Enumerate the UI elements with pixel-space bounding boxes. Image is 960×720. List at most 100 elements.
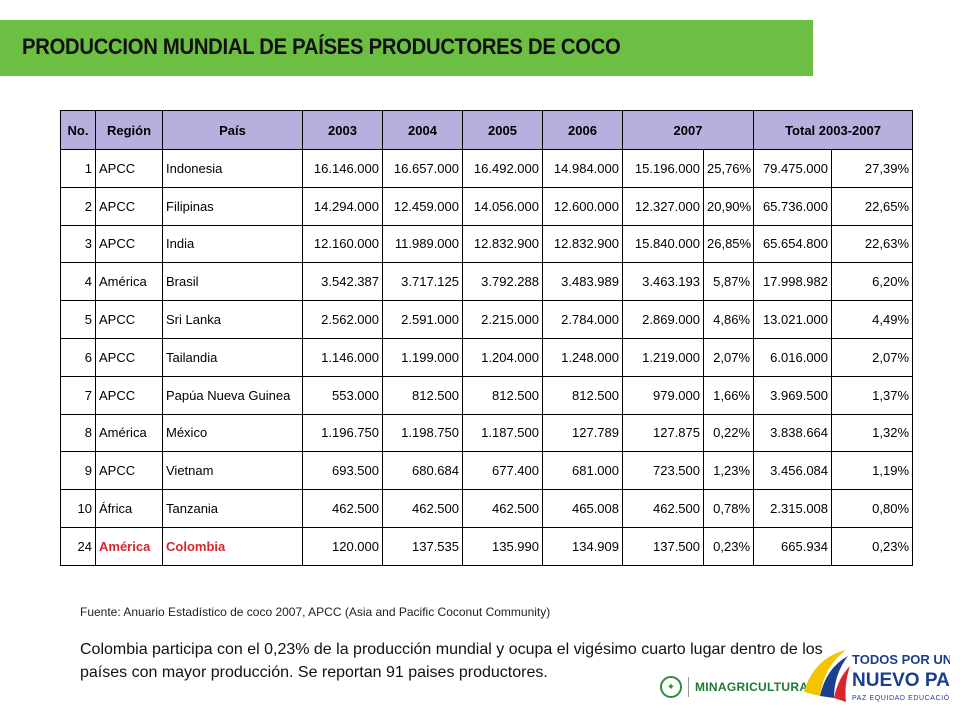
cell-total-share: 4,49% [831, 300, 914, 339]
header-total: Total 2003-2007 [753, 110, 914, 150]
cell-2007-share: 2,07% [702, 337, 755, 377]
cell-2007: 137.500 [622, 526, 704, 566]
logo-line2: NUEVO PAÍS [852, 669, 950, 691]
cell-2003: 12.160.000 [302, 224, 383, 264]
cell-country: Tailandia [162, 337, 303, 377]
cell-total-share: 27,39% [831, 149, 914, 188]
cell-region: América [95, 413, 163, 453]
cell-2007-share: 0,23% [702, 526, 755, 566]
cell-2004: 12.459.000 [382, 186, 463, 226]
cell-total-share: 1,37% [831, 375, 914, 415]
header-2004: 2004 [382, 110, 463, 150]
cell-2004: 462.500 [382, 489, 463, 528]
cell-2007: 979.000 [622, 375, 704, 415]
cell-total: 79.475.000 [753, 149, 833, 188]
table-row: 24 América Colombia 120.000 137.535 135.990 13… [60, 526, 914, 566]
cell-2004: 3.717.125 [382, 262, 463, 302]
cell-2006: 14.984.000 [542, 149, 623, 188]
cell-2003: 16.146.000 [302, 149, 383, 188]
minagricultura-logo: ✦ MINAGRICULTURA [660, 672, 808, 702]
cell-2003: 14.294.000 [302, 186, 383, 226]
cell-2003: 120.000 [302, 526, 383, 566]
cell-2006: 12.600.000 [542, 186, 623, 226]
cell-total: 65.654.800 [753, 224, 833, 264]
cell-total-share: 0,23% [831, 526, 914, 566]
cell-2004: 11.989.000 [382, 224, 463, 264]
header-country: País [162, 110, 303, 150]
cell-2003: 1.146.000 [302, 337, 383, 377]
table-row: 1 APCC Indonesia 16.146.000 16.657.000 16.492… [60, 149, 914, 188]
table-row: 9 APCC Vietnam 693.500 680.684 677.400 681.000… [60, 451, 914, 491]
cell-total-share: 0,80% [831, 489, 914, 528]
cell-2005: 14.056.000 [462, 186, 543, 226]
cell-2005: 1.187.500 [462, 413, 543, 453]
cell-region: APCC [95, 451, 163, 491]
table-row: 2 APCC Filipinas 14.294.000 12.459.000 14.056… [60, 186, 914, 226]
cell-2007: 462.500 [622, 489, 704, 528]
cell-total: 13.021.000 [753, 300, 833, 339]
cell-2006: 681.000 [542, 451, 623, 491]
cell-no: 8 [60, 413, 96, 453]
cell-2007-share: 1,66% [702, 375, 755, 415]
cell-country: Brasil [162, 262, 303, 302]
cell-2004: 680.684 [382, 451, 463, 491]
cell-2005: 1.204.000 [462, 337, 543, 377]
cell-region: APCC [95, 337, 163, 377]
cell-total: 3.969.500 [753, 375, 833, 415]
cell-2007: 15.196.000 [622, 149, 704, 188]
header-no: No. [60, 110, 96, 150]
cell-2006: 3.483.989 [542, 262, 623, 302]
cell-2007: 15.840.000 [622, 224, 704, 264]
table-row: 7 APCC Papúa Nueva Guinea 553.000 812.500 812… [60, 375, 914, 415]
cell-region: APCC [95, 224, 163, 264]
cell-2007: 1.219.000 [622, 337, 704, 377]
header-2007: 2007 [621, 110, 755, 150]
cell-region: APCC [95, 149, 163, 188]
cell-2004: 2.591.000 [382, 300, 463, 339]
todos-por-un-nuevo-pais-logo: TODOS POR UN NUEVO PAÍS PAZ EQUIDAD EDUC… [804, 650, 950, 702]
cell-2004: 16.657.000 [382, 149, 463, 188]
cell-2007-share: 0,22% [702, 413, 755, 453]
cell-2007-share: 25,76% [702, 149, 755, 188]
table-body: 1 APCC Indonesia 16.146.000 16.657.000 16.492… [60, 149, 914, 566]
cell-region: APCC [95, 375, 163, 415]
cell-total: 3.456.084 [753, 451, 833, 491]
cell-total: 6.016.000 [753, 337, 833, 377]
table-row: 8 América México 1.196.750 1.198.750 1.187.50… [60, 413, 914, 453]
cell-2007: 12.327.000 [622, 186, 704, 226]
header-region: Región [95, 110, 163, 150]
summary-text: Colombia participa con el 0,23% de la pr… [80, 641, 823, 681]
title-banner: PRODUCCION MUNDIAL DE PAÍSES PRODUCTORES… [0, 20, 813, 76]
cell-country: India [162, 224, 303, 264]
cell-2005: 12.832.900 [462, 224, 543, 264]
cell-2005: 462.500 [462, 489, 543, 528]
cell-2004: 1.199.000 [382, 337, 463, 377]
cell-total-share: 22,65% [831, 186, 914, 226]
cell-region: APCC [95, 186, 163, 226]
production-table: No. Región País 2003 2004 2005 2006 2007… [60, 110, 914, 566]
cell-2007-share: 5,87% [702, 262, 755, 302]
cell-2007-share: 1,23% [702, 451, 755, 491]
colombia-swoosh-icon [804, 650, 850, 702]
cell-no: 5 [60, 300, 96, 339]
cell-2003: 3.542.387 [302, 262, 383, 302]
cell-2006: 127.789 [542, 413, 623, 453]
cell-2004: 812.500 [382, 375, 463, 415]
cell-2006: 12.832.900 [542, 224, 623, 264]
cell-no: 10 [60, 489, 96, 528]
cell-2004: 1.198.750 [382, 413, 463, 453]
logo-tagline: PAZ EQUIDAD EDUCACIÓN [852, 693, 950, 702]
cell-total: 3.838.664 [753, 413, 833, 453]
cell-2007: 3.463.193 [622, 262, 704, 302]
cell-2003: 693.500 [302, 451, 383, 491]
cell-total-share: 1,19% [831, 451, 914, 491]
cell-2003: 1.196.750 [302, 413, 383, 453]
table-row: 4 América Brasil 3.542.387 3.717.125 3.792.28… [60, 262, 914, 302]
cell-2005: 677.400 [462, 451, 543, 491]
cell-region: América [95, 526, 163, 566]
cell-country: Vietnam [162, 451, 303, 491]
cell-2005: 135.990 [462, 526, 543, 566]
cell-no: 1 [60, 149, 96, 188]
cell-country: Colombia [162, 526, 303, 566]
header-2005: 2005 [462, 110, 543, 150]
